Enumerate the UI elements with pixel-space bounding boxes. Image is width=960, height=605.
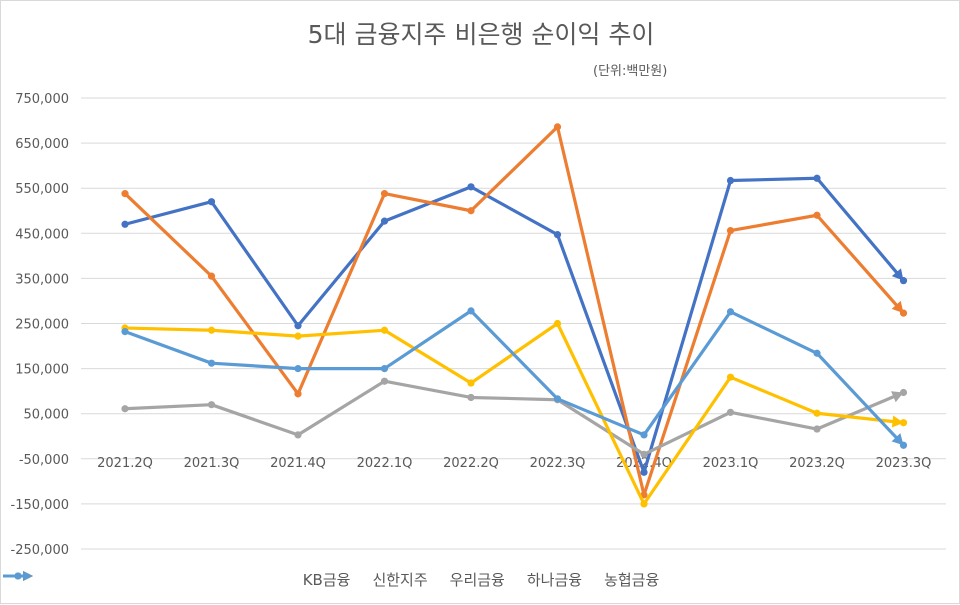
data-point: [553, 319, 562, 328]
series-line: [124, 379, 905, 456]
data-point: [207, 326, 216, 334]
data-point: [294, 365, 302, 373]
series-line: [123, 125, 905, 497]
data-point: [813, 409, 821, 417]
data-point: [121, 405, 129, 413]
data-point: [813, 425, 821, 433]
data-point: [207, 272, 216, 280]
data-point: [726, 308, 735, 316]
data-point: [640, 450, 648, 458]
series-end-arrow: [891, 268, 904, 281]
data-point: [467, 307, 475, 315]
x-tick-label: 2022.4Q: [616, 456, 672, 471]
series-end-arrow: [891, 415, 904, 428]
x-tick-label: 2021.4Q: [270, 456, 326, 471]
x-tick-label: 2022.2Q: [443, 456, 499, 471]
legend-label: KB금융: [302, 571, 351, 589]
y-tick-label: -250,000: [11, 543, 69, 558]
data-point: [813, 349, 821, 357]
y-tick-label: 50,000: [24, 408, 70, 423]
y-tick-label: 550,000: [15, 182, 69, 197]
gridlines: [81, 97, 946, 550]
x-tick-label: 2023.1Q: [703, 456, 759, 471]
data-point: [553, 231, 562, 239]
x-axis-ticks: 2021.2Q 2021.3Q 2021.4Q 2022.1Q 2022.2Q 2022.…: [97, 456, 931, 471]
y-axis-ticks: 750,000 650,000 550,000 450,000 350,000 250,0…: [11, 92, 69, 558]
y-tick-label: 650,000: [15, 137, 69, 152]
x-tick-label: 2023.3Q: [876, 456, 932, 471]
data-point: [380, 190, 389, 198]
data-point: [121, 190, 129, 198]
data-point: [207, 359, 216, 367]
data-point: [899, 388, 908, 397]
x-tick-label: 2021.3Q: [184, 456, 240, 471]
data-point: [640, 431, 648, 439]
chart-title: 5대 금융지주 비은행 순이익 추이: [307, 20, 655, 49]
data-point: [899, 309, 908, 317]
data-point: [294, 322, 302, 330]
series-end-arrow: [891, 300, 904, 314]
y-tick-label: 150,000: [15, 363, 69, 378]
data-point: [380, 217, 389, 225]
data-point: [380, 326, 389, 334]
data-point: [726, 408, 735, 416]
data-point: [813, 174, 821, 182]
series-end-arrow: [891, 433, 904, 446]
legend-item: 신한지주: [3, 569, 428, 590]
y-tick-label: 750,000: [15, 92, 69, 107]
data-point: [294, 332, 302, 340]
x-tick-label: 2023.2Q: [789, 456, 845, 471]
data-point: [294, 390, 302, 398]
data-point: [726, 373, 735, 381]
legend-label: 농협금융: [604, 571, 660, 589]
legend-label: 신한지주: [372, 571, 428, 589]
data-point: [553, 123, 562, 131]
data-point: [899, 277, 908, 285]
data-point: [899, 441, 908, 449]
legend-swatch: [3, 571, 33, 581]
data-point: [467, 183, 475, 191]
legend-item: 농협금융: [3, 569, 660, 590]
data-point: [121, 328, 129, 336]
data-point: [467, 379, 475, 387]
series-lines: [121, 123, 908, 508]
y-tick-label: 350,000: [15, 272, 69, 287]
legend: KB금융 신한지주 우리금융 하나금융 농협금융: [1, 569, 960, 590]
legend-label: 하나금융: [526, 571, 583, 589]
data-point: [380, 377, 389, 385]
series-line: [124, 176, 905, 474]
data-point: [813, 211, 821, 219]
data-point: [553, 395, 562, 403]
data-point: [121, 220, 129, 228]
data-point: [207, 401, 216, 409]
legend-item: 우리금융: [3, 569, 505, 590]
y-tick-label: 250,000: [15, 318, 69, 333]
data-point: [467, 207, 475, 215]
y-tick-label: 450,000: [15, 227, 69, 242]
data-point: [726, 226, 735, 235]
legend-label: 우리금융: [449, 571, 505, 589]
data-point: [294, 431, 302, 439]
data-point: [899, 419, 908, 427]
data-point: [640, 468, 648, 476]
data-point: [726, 176, 735, 185]
series-line: [124, 309, 905, 447]
y-tick-label: -150,000: [11, 498, 69, 513]
x-tick-label: 2021.2Q: [97, 456, 153, 471]
unit-note: (단위:백만원): [593, 64, 668, 79]
x-tick-label: 2022.1Q: [357, 456, 413, 471]
legend-item: 하나금융: [3, 569, 583, 590]
legend-item: KB금융: [3, 569, 351, 590]
data-point: [467, 393, 475, 402]
data-point: [640, 500, 648, 508]
data-point: [207, 198, 216, 206]
data-point: [380, 365, 389, 373]
y-tick-label: -50,000: [19, 453, 69, 468]
x-tick-label: 2022.3Q: [530, 456, 586, 471]
